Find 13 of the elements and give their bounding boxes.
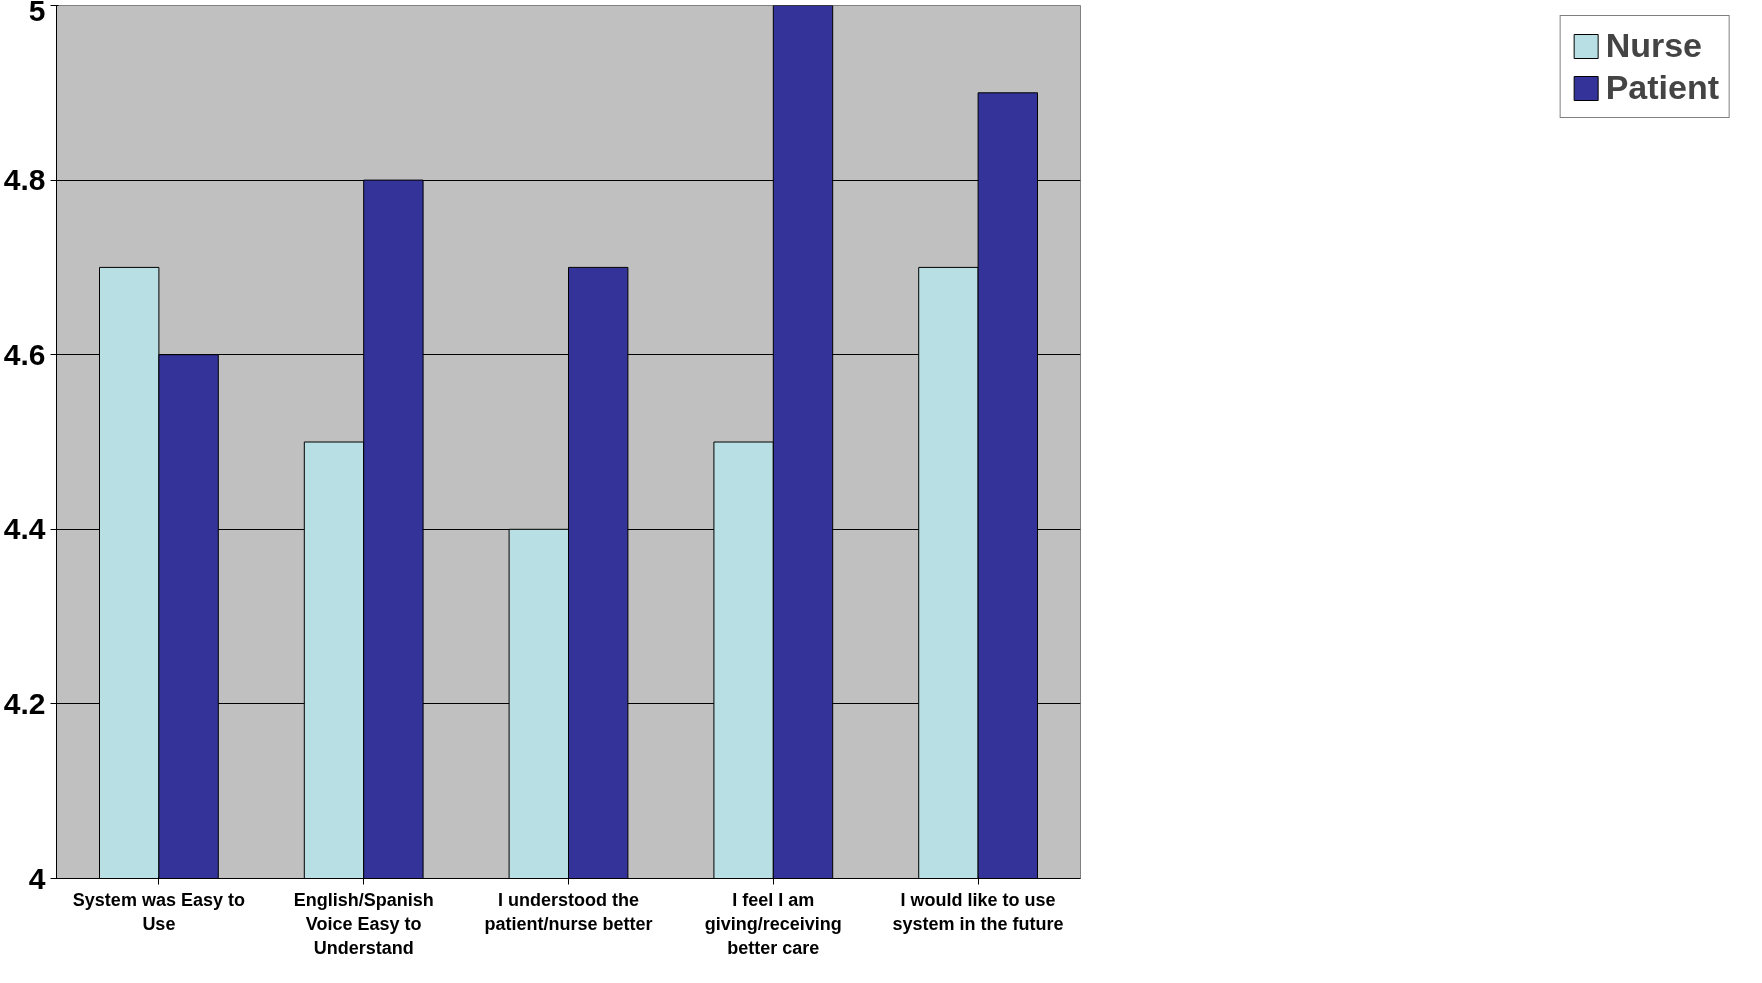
- y-tick-label: 4: [28, 861, 46, 895]
- y-tick-label: 4.6: [3, 337, 46, 371]
- y-tick-label: 4.4: [3, 512, 46, 546]
- y-tick-label: 4.2: [3, 686, 46, 720]
- legend-label: Patient: [1605, 68, 1719, 107]
- y-tick-label: 5: [28, 0, 46, 27]
- x-tick-label: I feel I am giving/receiving better care: [704, 889, 842, 958]
- x-tick-label: System was Easy to Use: [72, 889, 245, 934]
- x-tick-label: I would like to use system in the future: [892, 889, 1064, 934]
- y-tick-label: 4.8: [3, 163, 46, 197]
- x-tick-label: English/Spanish Voice Easy to Understand: [293, 889, 434, 958]
- legend-label: Nurse: [1605, 26, 1703, 65]
- x-tick-label: I understood the patient/nurse better: [484, 889, 653, 934]
